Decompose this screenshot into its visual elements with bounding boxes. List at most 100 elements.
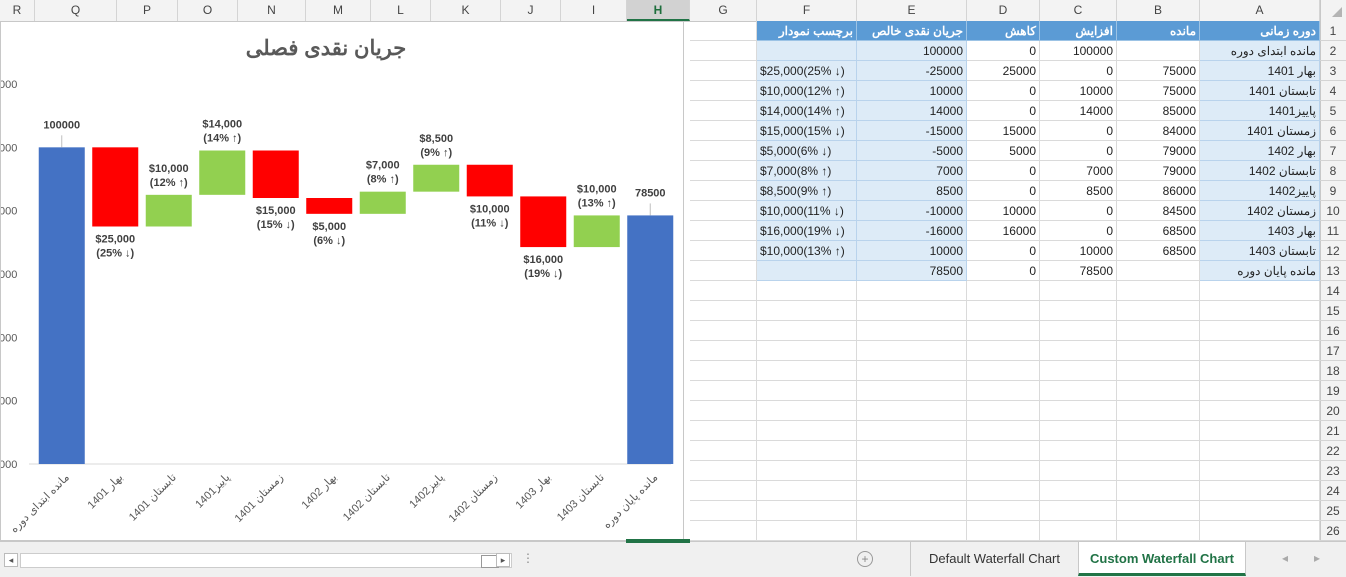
- cell-d23[interactable]: [967, 461, 1040, 481]
- column-header-j[interactable]: J: [501, 0, 561, 21]
- cell-f23[interactable]: [757, 461, 857, 481]
- cell-c6[interactable]: 0: [1040, 121, 1117, 141]
- cell-c14[interactable]: [1040, 281, 1117, 301]
- cell-c9[interactable]: 8500: [1040, 181, 1117, 201]
- column-header-r[interactable]: R: [0, 0, 35, 21]
- cell-e14[interactable]: [857, 281, 967, 301]
- cell-c23[interactable]: [1040, 461, 1117, 481]
- cell-d21[interactable]: [967, 421, 1040, 441]
- cell-c25[interactable]: [1040, 501, 1117, 521]
- cell-b24[interactable]: [1117, 481, 1200, 501]
- row-header-6[interactable]: 6: [1320, 121, 1346, 141]
- cell-b7[interactable]: 79000: [1117, 141, 1200, 161]
- cell-b16[interactable]: [1117, 321, 1200, 341]
- tab-default-waterfall[interactable]: Default Waterfall Chart: [910, 542, 1078, 576]
- cell-a24[interactable]: [1200, 481, 1320, 501]
- cell-e26[interactable]: [857, 521, 967, 541]
- cell-a7[interactable]: بهار 1402: [1200, 141, 1320, 161]
- cell-g14[interactable]: [690, 281, 757, 301]
- cell-g7[interactable]: [690, 141, 757, 161]
- cell-f20[interactable]: [757, 401, 857, 421]
- tab-scroll-right-icon[interactable]: ▸: [1314, 551, 1321, 565]
- cell-b19[interactable]: [1117, 381, 1200, 401]
- cell-a12[interactable]: تابستان 1403: [1200, 241, 1320, 261]
- cell-g25[interactable]: [690, 501, 757, 521]
- cell-d16[interactable]: [967, 321, 1040, 341]
- cell-g10[interactable]: [690, 201, 757, 221]
- cell-f7[interactable]: $5,000(6% ↓): [757, 141, 857, 161]
- column-header-f[interactable]: F: [757, 0, 857, 21]
- cell-a5[interactable]: پاییز1401: [1200, 101, 1320, 121]
- row-header-10[interactable]: 10: [1320, 201, 1346, 221]
- cell-a16[interactable]: [1200, 321, 1320, 341]
- row-header-13[interactable]: 13: [1320, 261, 1346, 281]
- cell-d8[interactable]: 0: [967, 161, 1040, 181]
- cell-e23[interactable]: [857, 461, 967, 481]
- cell-b3[interactable]: 75000: [1117, 61, 1200, 81]
- cell-f12[interactable]: $10,000(13% ↑): [757, 241, 857, 261]
- row-header-2[interactable]: 2: [1320, 41, 1346, 61]
- split-handle[interactable]: ⋮: [522, 551, 534, 565]
- row-header-18[interactable]: 18: [1320, 361, 1346, 381]
- cell-f3[interactable]: $25,000(25% ↓): [757, 61, 857, 81]
- waterfall-chart[interactable]: جریان نقدی فصلی 000 000 000 000 000 000 000 100…: [0, 21, 684, 541]
- cell-f11[interactable]: $16,000(19% ↓): [757, 221, 857, 241]
- cell-c3[interactable]: 0: [1040, 61, 1117, 81]
- row-header-15[interactable]: 15: [1320, 301, 1346, 321]
- cell-b6[interactable]: 84000: [1117, 121, 1200, 141]
- cell-d18[interactable]: [967, 361, 1040, 381]
- cell-e16[interactable]: [857, 321, 967, 341]
- cell-a25[interactable]: [1200, 501, 1320, 521]
- cell-f2[interactable]: [757, 41, 857, 61]
- horizontal-scrollbar[interactable]: [20, 553, 512, 568]
- cell-b20[interactable]: [1117, 401, 1200, 421]
- cell-e21[interactable]: [857, 421, 967, 441]
- cell-d5[interactable]: 0: [967, 101, 1040, 121]
- cell-d2[interactable]: 0: [967, 41, 1040, 61]
- column-header-m[interactable]: M: [306, 0, 371, 21]
- cell-f24[interactable]: [757, 481, 857, 501]
- cell-e13[interactable]: 78500: [857, 261, 967, 281]
- cell-e10[interactable]: -10000: [857, 201, 967, 221]
- cell-c11[interactable]: 0: [1040, 221, 1117, 241]
- cell-f22[interactable]: [757, 441, 857, 461]
- cell-b5[interactable]: 85000: [1117, 101, 1200, 121]
- cell-a26[interactable]: [1200, 521, 1320, 541]
- column-header-e[interactable]: E: [857, 0, 967, 21]
- row-header-17[interactable]: 17: [1320, 341, 1346, 361]
- row-header-7[interactable]: 7: [1320, 141, 1346, 161]
- cell-a17[interactable]: [1200, 341, 1320, 361]
- row-header-4[interactable]: 4: [1320, 81, 1346, 101]
- cell-b13[interactable]: [1117, 261, 1200, 281]
- cell-b1[interactable]: مانده: [1117, 21, 1200, 41]
- cell-c20[interactable]: [1040, 401, 1117, 421]
- row-header-16[interactable]: 16: [1320, 321, 1346, 341]
- column-header-g[interactable]: G: [690, 0, 757, 21]
- row-header-20[interactable]: 20: [1320, 401, 1346, 421]
- cell-d20[interactable]: [967, 401, 1040, 421]
- cell-b21[interactable]: [1117, 421, 1200, 441]
- cell-c26[interactable]: [1040, 521, 1117, 541]
- column-header-d[interactable]: D: [967, 0, 1040, 21]
- cell-e1[interactable]: جریان نقدی خالص: [857, 21, 967, 41]
- cell-f15[interactable]: [757, 301, 857, 321]
- cell-g18[interactable]: [690, 361, 757, 381]
- cell-f14[interactable]: [757, 281, 857, 301]
- add-sheet-icon[interactable]: +: [857, 551, 873, 567]
- cell-g5[interactable]: [690, 101, 757, 121]
- column-header-n[interactable]: N: [238, 0, 306, 21]
- row-header-11[interactable]: 11: [1320, 221, 1346, 241]
- column-header-b[interactable]: B: [1117, 0, 1200, 21]
- cell-g13[interactable]: [690, 261, 757, 281]
- row-header-21[interactable]: 21: [1320, 421, 1346, 441]
- row-header-12[interactable]: 12: [1320, 241, 1346, 261]
- cell-b26[interactable]: [1117, 521, 1200, 541]
- cell-g12[interactable]: [690, 241, 757, 261]
- cell-g4[interactable]: [690, 81, 757, 101]
- column-header-c[interactable]: C: [1040, 0, 1117, 21]
- cell-d6[interactable]: 15000: [967, 121, 1040, 141]
- cell-f1[interactable]: برچسب نمودار: [757, 21, 857, 41]
- column-header-p[interactable]: P: [117, 0, 178, 21]
- cell-g23[interactable]: [690, 461, 757, 481]
- cell-a18[interactable]: [1200, 361, 1320, 381]
